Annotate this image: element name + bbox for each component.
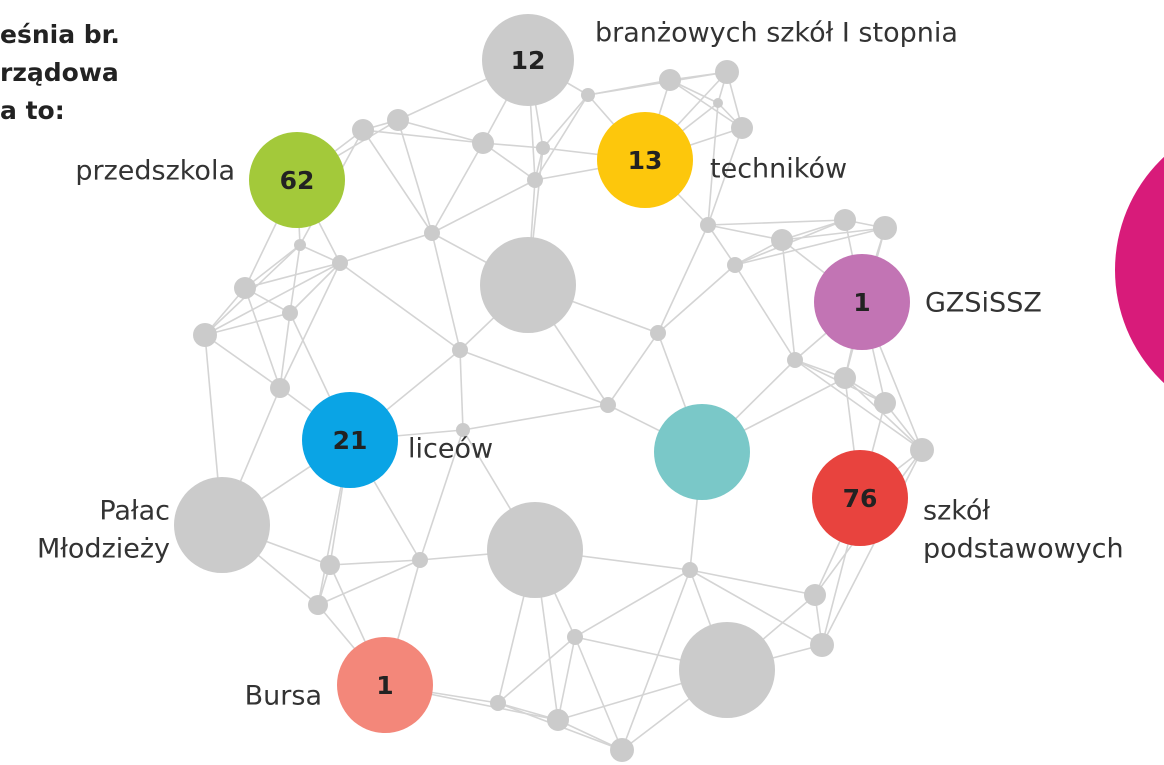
edge xyxy=(290,263,340,313)
edge xyxy=(658,265,735,333)
edge xyxy=(782,228,885,240)
hub xyxy=(480,237,576,333)
dot xyxy=(547,709,569,731)
dot xyxy=(490,695,506,711)
node-circle xyxy=(174,477,270,573)
edge xyxy=(340,233,432,263)
dot xyxy=(320,555,340,575)
node-label: Bursa xyxy=(245,681,322,712)
edge xyxy=(575,637,622,750)
edge xyxy=(543,95,588,148)
edge xyxy=(205,335,280,388)
node-value: 62 xyxy=(280,166,315,195)
dot xyxy=(472,132,494,154)
dot xyxy=(581,88,595,102)
dot xyxy=(234,277,256,299)
dot xyxy=(731,117,753,139)
intro-text: rządowa xyxy=(0,58,119,87)
dot xyxy=(787,352,803,368)
dot xyxy=(332,255,348,271)
hub xyxy=(487,502,583,598)
dot xyxy=(270,378,290,398)
dot xyxy=(536,141,550,155)
dot xyxy=(387,109,409,131)
node-value: 1 xyxy=(376,671,393,700)
dot xyxy=(294,239,306,251)
edge xyxy=(330,560,420,565)
edge xyxy=(535,95,588,180)
dot xyxy=(810,633,834,657)
node-value: 12 xyxy=(511,46,546,75)
node-label: techników xyxy=(710,154,847,185)
decor-circle xyxy=(1115,115,1164,425)
edge xyxy=(460,350,608,405)
dot xyxy=(452,342,468,358)
node-label: Młodzieży xyxy=(37,534,170,565)
hub xyxy=(679,622,775,718)
node-value: 21 xyxy=(333,426,368,455)
dot xyxy=(700,217,716,233)
dot xyxy=(193,323,217,347)
edge xyxy=(290,245,300,313)
dot xyxy=(682,562,698,578)
dot xyxy=(308,595,328,615)
edge xyxy=(398,120,483,143)
dot xyxy=(352,119,374,141)
edge xyxy=(690,570,815,595)
dot xyxy=(771,229,793,251)
dot xyxy=(567,629,583,645)
node-label: szkół xyxy=(923,496,990,527)
node-label: podstawowych xyxy=(923,534,1124,565)
dot xyxy=(910,438,934,462)
dot xyxy=(713,98,723,108)
edge xyxy=(845,378,922,450)
edge xyxy=(588,72,727,95)
dot xyxy=(610,738,634,762)
edge xyxy=(463,405,608,430)
dot xyxy=(650,325,666,341)
node-value: 76 xyxy=(843,484,878,513)
dot xyxy=(424,225,440,241)
edge xyxy=(575,570,690,637)
dot xyxy=(874,392,896,414)
edge xyxy=(608,333,658,405)
intro-text: eśnia br. xyxy=(0,20,120,49)
edge xyxy=(708,220,845,225)
dot xyxy=(804,584,826,606)
edge xyxy=(658,225,708,333)
infographic: 12 branżowych szkół I stopnia 62 przedszkol… xyxy=(0,0,1164,765)
edge xyxy=(460,350,463,430)
node-label: branżowych szkół I stopnia xyxy=(595,18,958,49)
edge xyxy=(708,225,782,240)
intro-text: a to: xyxy=(0,96,65,125)
dot xyxy=(412,552,428,568)
node-value: 1 xyxy=(853,288,870,317)
dot xyxy=(715,60,739,84)
hub xyxy=(654,404,750,500)
dot xyxy=(873,216,897,240)
edge xyxy=(363,130,432,233)
node-label: Pałac xyxy=(99,496,170,527)
dot xyxy=(834,367,856,389)
node-label: przedszkola xyxy=(75,156,235,187)
edge xyxy=(205,263,340,335)
dot xyxy=(659,69,681,91)
edge xyxy=(245,288,280,388)
labeled-nodes: 12 branżowych szkół I stopnia 62 przedszkol… xyxy=(0,14,1124,733)
edge xyxy=(363,130,483,143)
node-label: GZSiSSZ xyxy=(925,288,1042,319)
dot xyxy=(834,209,856,231)
node-value: 13 xyxy=(628,146,663,175)
dot xyxy=(527,172,543,188)
dot xyxy=(727,257,743,273)
dot xyxy=(282,305,298,321)
node-label: liceów xyxy=(408,434,493,465)
dot xyxy=(600,397,616,413)
